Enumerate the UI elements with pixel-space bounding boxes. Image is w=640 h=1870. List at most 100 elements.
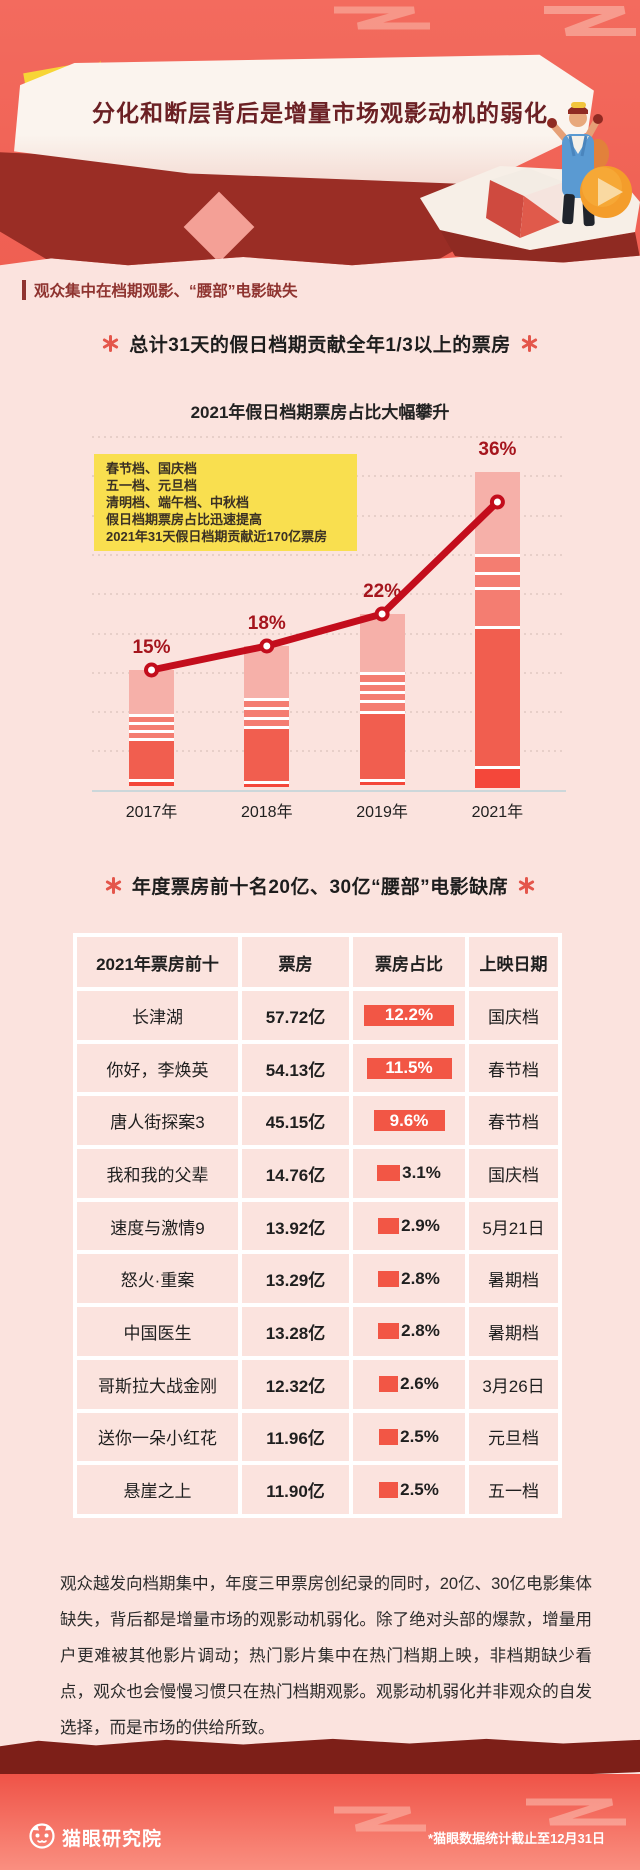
share-mini-bar xyxy=(379,1481,399,1498)
zigzag-icon xyxy=(544,6,636,36)
zigzag-icon xyxy=(334,1806,426,1832)
movie-name-cell: 中国医生 xyxy=(77,1307,238,1356)
share-cell: 2.8% xyxy=(353,1307,465,1356)
bar-segment xyxy=(244,700,290,708)
share-highlight-bar: 9.6% xyxy=(373,1110,445,1132)
play-button-ball-icon xyxy=(580,166,632,218)
x-axis-label: 2021年 xyxy=(471,804,524,821)
share-inline: 2.9% xyxy=(378,1216,440,1236)
share-value: 2.9% xyxy=(401,1216,440,1236)
share-inline: 3.1% xyxy=(377,1163,441,1183)
share-mini-bar xyxy=(379,1428,399,1445)
chart-annotation-box: 春节档、国庆档 五一档、元旦档 清明档、端午档、中秋档 假日档期票房占比迅速提高 202… xyxy=(94,454,357,551)
gridline xyxy=(92,750,566,753)
bar-segment xyxy=(359,614,405,673)
analysis-paragraph: 观众越发向档期集中，年度三甲票房创纪录的同时，20亿、30亿电影集体缺失，背后都… xyxy=(60,1575,592,1737)
page-title: 分化和断层背后是增量市场观影动机的弱化 xyxy=(92,100,548,126)
box-office-cell: 11.96亿 xyxy=(242,1412,349,1462)
asterisk-icon xyxy=(519,877,535,894)
share-cell: 2.5% xyxy=(353,1465,465,1514)
release-date-cell: 国庆档 xyxy=(469,991,558,1040)
gridline xyxy=(92,553,566,556)
footer-data-note: *猫眼数据统计截止至12月31日 xyxy=(428,1831,605,1846)
bar-segment-gap xyxy=(244,780,290,784)
share-cell: 2.6% xyxy=(353,1359,465,1409)
bar-segment xyxy=(129,717,174,723)
share-value: 2.5% xyxy=(400,1479,439,1499)
bar-segment-gap xyxy=(474,587,520,591)
share-cell: 3.1% xyxy=(353,1149,465,1198)
section2-title-row: 年度票房前十名20亿、30亿“腰部”电影缺席 xyxy=(0,872,640,899)
bar-segment xyxy=(359,675,405,682)
bar-segment-gap xyxy=(129,722,174,726)
data-point-marker xyxy=(259,638,275,654)
share-value: 3.1% xyxy=(402,1163,441,1183)
bar-segment xyxy=(244,719,290,726)
bar-segment-gap xyxy=(359,700,405,704)
gridline xyxy=(92,671,566,674)
bar-segment xyxy=(129,725,174,730)
table-header-cell: 票房占比 xyxy=(353,937,465,987)
kicker-text: 观众集中在档期观影、“腰部”电影缺失 xyxy=(34,283,298,300)
share-inline: 2.8% xyxy=(378,1269,440,1289)
share-mini-bar xyxy=(379,1376,399,1393)
share-cell: 12.2% xyxy=(353,991,465,1040)
release-date-cell: 暑期档 xyxy=(469,1254,558,1304)
movie-name-cell: 你好，李焕英 xyxy=(77,1043,238,1093)
holiday-share-bar xyxy=(129,670,174,790)
annotation-line: 假日档期票房占比迅速提高 xyxy=(106,512,263,527)
movie-name-cell: 长津湖 xyxy=(77,991,238,1040)
release-date-cell: 3月26日 xyxy=(469,1359,558,1409)
bar-segment-gap xyxy=(359,672,405,676)
share-value: 2.5% xyxy=(400,1426,439,1446)
x-axis-label: 2019年 xyxy=(356,804,408,821)
box-office-cell: 13.92亿 xyxy=(242,1201,349,1251)
bar-segment xyxy=(474,574,520,588)
platform-and-cube-illustration xyxy=(420,166,640,266)
bar-value-label: 22% xyxy=(363,581,402,602)
asterisk-icon xyxy=(105,877,121,894)
holiday-share-bar xyxy=(359,614,405,790)
share-mini-bar xyxy=(378,1270,400,1287)
bar-segment-gap xyxy=(129,714,174,718)
data-point-marker xyxy=(144,662,159,678)
box-office-table: 2021年票房前十 票房 票房占比 上映日期 长津湖 57.72亿 12.2% 国庆档 你好，李… xyxy=(73,933,562,1518)
bar-segment xyxy=(244,646,290,698)
bar-segment-gap xyxy=(474,765,520,769)
section1-title-row: 总计31天的假日档期贡献全年1/3以上的票房 xyxy=(0,330,640,357)
section2-title: 年度票房前十名20亿、30亿“腰部”电影缺席 xyxy=(131,877,509,898)
bar-segment-gap xyxy=(244,725,290,729)
bar-segment xyxy=(359,684,405,692)
table-header-cell: 票房 xyxy=(242,937,349,987)
share-highlight-bar: 12.2% xyxy=(364,1004,454,1026)
share-mini-bar xyxy=(377,1165,401,1182)
header-banner: 分化和断层背后是增量市场观影动机的弱化 xyxy=(0,0,640,266)
bar-segment-gap xyxy=(359,711,405,715)
release-date-cell: 5月21日 xyxy=(469,1201,558,1251)
gridline xyxy=(92,711,566,714)
bar-segment xyxy=(244,728,290,781)
bar-segment xyxy=(359,703,405,712)
bar-segment xyxy=(129,740,174,779)
release-date-cell: 五一档 xyxy=(469,1465,558,1514)
bar-segment-gap xyxy=(244,716,290,720)
release-date-cell: 国庆档 xyxy=(469,1149,558,1198)
gridline xyxy=(92,632,566,635)
bar-value-label: 15% xyxy=(132,637,171,658)
box-office-cell: 11.90亿 xyxy=(242,1465,349,1514)
box-office-cell: 54.13亿 xyxy=(242,1043,349,1093)
maoyan-cat-logo xyxy=(29,1823,55,1849)
gridline xyxy=(92,593,566,596)
table-header-cell: 上映日期 xyxy=(469,937,558,987)
annotation-line: 五一档、元旦档 xyxy=(106,478,198,493)
share-inline: 2.5% xyxy=(379,1480,439,1500)
box-office-cell: 13.29亿 xyxy=(242,1254,349,1304)
share-value: 2.8% xyxy=(401,1321,440,1341)
share-cell: 9.6% xyxy=(353,1096,465,1146)
bar-segment xyxy=(474,556,520,572)
bar-segment xyxy=(474,768,520,789)
movie-name-cell: 怒火·重案 xyxy=(77,1254,238,1304)
bar-segment-gap xyxy=(244,697,290,701)
bar-segment xyxy=(359,694,405,701)
annotation-line: 2021年31天假日档期贡献近170亿票房 xyxy=(106,529,328,544)
